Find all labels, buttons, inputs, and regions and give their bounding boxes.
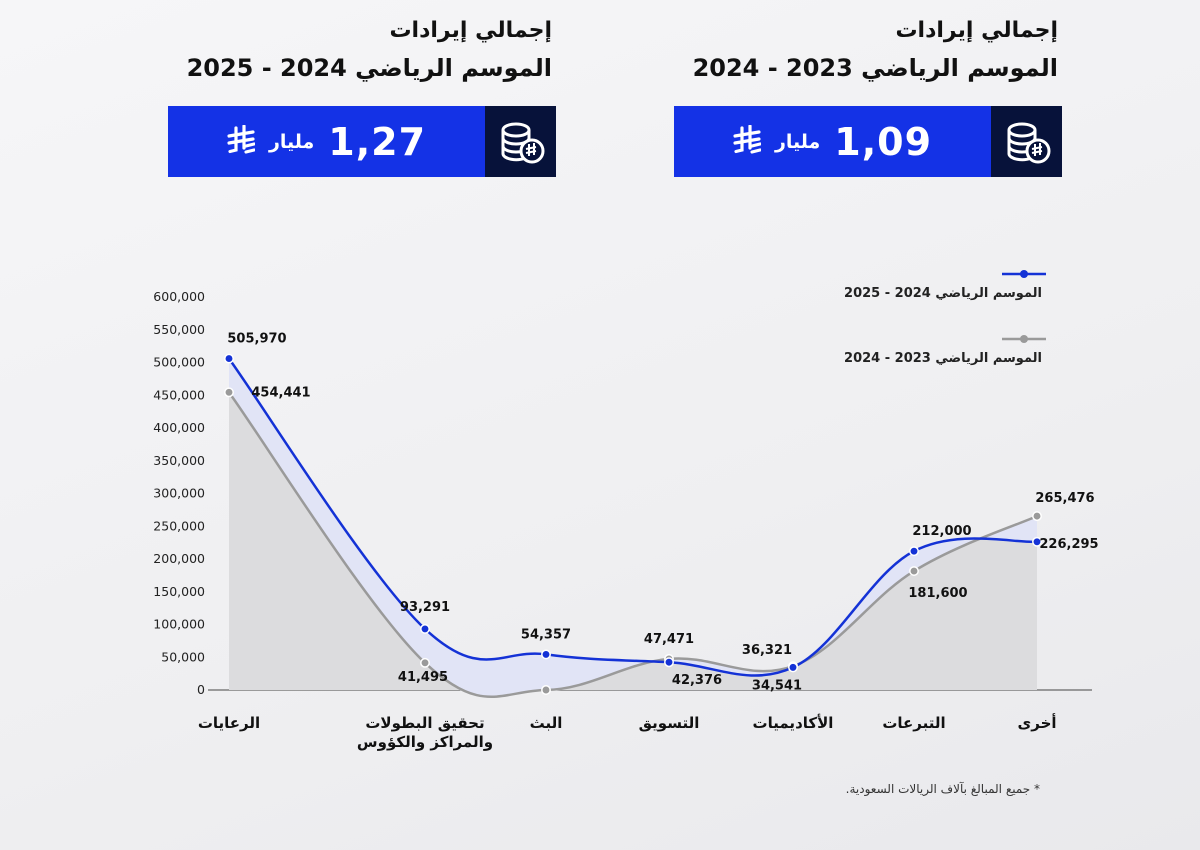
legend-marker-gray-icon [1002, 335, 1046, 343]
legend-label: الموسم الرياضي 2024 - 2025 [844, 286, 1042, 301]
data-label-2023-2024: 181,600 [908, 586, 967, 601]
x-category-label: أخرى [1017, 713, 1056, 732]
data-label-2024-2025: 54,357 [521, 627, 571, 642]
summary-box: 1,27 مليار [168, 106, 556, 177]
data-label-2023-2024: 265,476 [1035, 491, 1094, 506]
point-2023-2024 [541, 685, 551, 695]
y-tick-label: 450,000 [153, 387, 205, 402]
data-label-2024-2025: 212,000 [912, 524, 971, 539]
x-category-label: التسويق [639, 714, 700, 732]
y-tick-label: 250,000 [153, 518, 205, 533]
summary-card-2024-2025: إجمالي إيرادات الموسم الرياضي 2024 - 202… [168, 16, 556, 177]
y-tick-label: 350,000 [153, 453, 205, 468]
x-category-label: الرعايات [198, 714, 260, 732]
footnote: * جميع المبالغ بآلاف الريالات السعودية. [845, 782, 1040, 796]
summary-number: 1,09 [834, 119, 933, 164]
summary-box: 1,09 مليار [674, 106, 1062, 177]
data-label-2023-2024: 41,495 [398, 670, 448, 685]
point-2024-2025 [909, 546, 919, 557]
data-label-2024-2025: 34,541 [752, 678, 802, 693]
data-label-2024-2025: 505,970 [227, 332, 286, 347]
y-tick-label: 300,000 [153, 486, 205, 501]
y-tick-label: 150,000 [153, 584, 205, 599]
summary-title: إجمالي إيرادات [895, 18, 1058, 43]
summary-value: 1,09 مليار [674, 106, 991, 177]
data-label-2024-2025: 42,376 [672, 673, 722, 688]
y-axis: 0 50,000 100,000 150,000 200,000 250,000 300,0… [153, 289, 205, 697]
x-category-label: التبرعات [882, 714, 945, 732]
summary-number: 1,27 [328, 119, 427, 164]
series-line-2024-2025 [227, 357, 1038, 677]
point-2023-2024 [224, 387, 234, 398]
summary-value: 1,27 مليار [168, 106, 485, 177]
legend-item-2023-2024: الموسم الرياضي 2023 - 2024 [782, 333, 1046, 366]
data-label-2023-2024: 36,321 [742, 643, 792, 658]
point-2024-2025 [1032, 536, 1042, 547]
riyal-icon [227, 123, 256, 159]
summary-season: الموسم الرياضي 2024 - 2025 [186, 54, 552, 82]
point-2024-2025 [664, 657, 674, 668]
point-2023-2024 [909, 566, 919, 577]
x-category-label: الأكاديميات [753, 714, 834, 732]
y-tick-label: 0 [197, 682, 205, 697]
data-label-2023-2024: 47,471 [644, 632, 694, 647]
x-category-label: تحقيق البطولات والمراكز والكؤوس [357, 714, 493, 751]
data-label-2024-2025: 226,295 [1039, 537, 1098, 552]
y-tick-label: 550,000 [153, 322, 205, 337]
data-label-2023-2024: 454,441 [251, 385, 310, 400]
y-tick-label: 400,000 [153, 420, 205, 435]
y-tick-label: 500,000 [153, 355, 205, 370]
point-2024-2025 [224, 353, 234, 364]
y-tick-label: 100,000 [153, 617, 205, 632]
x-axis: الرعايات تحقيق البطولات والمراكز والكؤوس ال… [198, 713, 1057, 751]
legend-marker-blue-icon [1002, 270, 1046, 278]
data-label-2024-2025: 93,291 [400, 600, 450, 615]
data-points [224, 353, 1042, 695]
legend-label: الموسم الرياضي 2023 - 2024 [844, 351, 1042, 366]
riyal-icon [733, 123, 762, 159]
summary-unit: مليار [268, 130, 315, 153]
coins-riyal-icon [991, 106, 1062, 177]
point-2024-2025 [541, 649, 551, 660]
series-line-2023-2024 [227, 391, 1038, 698]
point-2023-2024 [420, 657, 430, 668]
data-labels: 505,970 93,291 54,357 42,376 34,541 212,000 22… [227, 332, 1098, 694]
summary-unit: مليار [774, 130, 821, 153]
point-2023-2024 [1032, 511, 1042, 522]
point-2024-2025 [788, 662, 798, 673]
coins-riyal-icon [485, 106, 556, 177]
area-2023-2024 [229, 392, 1037, 697]
point-2024-2025 [420, 623, 430, 634]
legend-item-2024-2025: الموسم الرياضي 2024 - 2025 [782, 268, 1046, 301]
y-tick-label: 50,000 [161, 649, 205, 664]
x-category-label: البث [530, 714, 563, 732]
y-tick-label: 600,000 [153, 289, 205, 304]
summary-card-2023-2024: إجمالي إيرادات الموسم الرياضي 2023 - 202… [674, 16, 1062, 177]
summary-season: الموسم الرياضي 2023 - 2024 [692, 54, 1058, 82]
y-tick-label: 200,000 [153, 551, 205, 566]
summary-title: إجمالي إيرادات [389, 18, 552, 43]
